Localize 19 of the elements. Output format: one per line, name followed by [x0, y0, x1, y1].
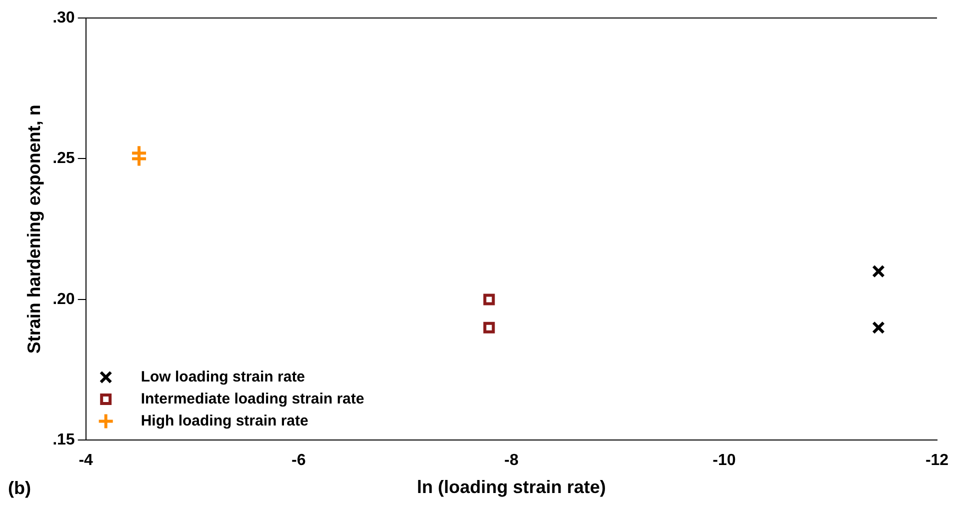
x-tick-label: -12: [925, 452, 949, 470]
text: (b): [8, 478, 31, 499]
x-tick-label: -8: [504, 452, 519, 470]
y-tick-label: .25: [52, 150, 75, 168]
legend-label: High loading strain rate: [140, 412, 308, 430]
y-tick-label: .20: [52, 290, 75, 308]
y-axis-title: Strain hardening exponent, n: [24, 104, 44, 354]
point: [483, 322, 495, 334]
point: [872, 321, 885, 334]
y-tick-label: .30: [52, 9, 75, 26]
x-tick-label: -4: [78, 452, 94, 470]
point: [483, 294, 495, 306]
legend-label: Intermediate loading strain rate: [140, 390, 364, 408]
y-tick-label: .15: [52, 432, 75, 449]
x-tick-label: -10: [712, 452, 736, 470]
x-tick-label: -6: [292, 452, 306, 470]
x-axis-title: ln (loading strain rate): [416, 477, 606, 498]
legend-label: Low loading strain rate: [140, 368, 306, 386]
point: [872, 264, 885, 278]
